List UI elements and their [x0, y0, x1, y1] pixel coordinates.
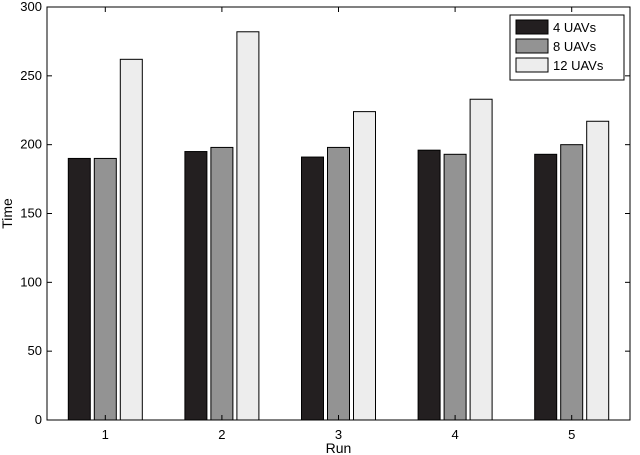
legend-swatch [515, 38, 549, 54]
y-tick-label: 150 [20, 206, 42, 221]
y-axis-label: Time [0, 198, 15, 229]
y-tick-label: 200 [20, 137, 42, 152]
x-tick-label: 1 [102, 427, 109, 442]
bar-run-4-series-1 [417, 149, 441, 421]
x-axis-label: Run [326, 440, 352, 455]
bar-run-4-series-3 [469, 98, 493, 421]
y-tick-label: 100 [20, 274, 42, 289]
bar-run-2-series-2 [210, 146, 234, 421]
bar-run-5-series-1 [534, 153, 558, 421]
bar-run-3-series-2 [327, 146, 350, 421]
y-tick-label: 50 [28, 343, 42, 358]
ticks-layer: 0 50 100 150 200 250 300 1 2 3 4 5 [20, 0, 630, 442]
y-tick-label: 300 [20, 0, 42, 14]
legend-label: 4 UAVs [553, 20, 597, 35]
legend-swatch [515, 19, 549, 35]
x-tick-label: 3 [335, 427, 342, 442]
x-tick-label: 5 [568, 427, 575, 442]
bar-run-2-series-1 [184, 151, 208, 421]
legend-label: 8 UAVs [553, 39, 597, 54]
legend-label: 12 UAVs [553, 58, 604, 73]
bars-layer [67, 31, 610, 421]
bar-run-4-series-2 [443, 153, 467, 421]
bar-run-3-series-1 [301, 156, 324, 421]
x-tick-label: 2 [218, 427, 225, 442]
x-tick-label: 4 [451, 427, 458, 442]
bar-run-2-series-3 [236, 31, 260, 421]
y-tick-label: 0 [35, 412, 42, 427]
legend-swatch [515, 57, 549, 73]
bar-run-5-series-3 [586, 120, 610, 421]
y-tick-label: 250 [20, 68, 42, 83]
bar-run-1-series-1 [67, 157, 91, 421]
legend: 4 UAVs 8 UAVs 12 UAVs [509, 14, 625, 81]
bar-run-5-series-2 [560, 144, 584, 421]
bar-run-1-series-3 [119, 58, 143, 421]
plot-area-frame [46, 6, 631, 421]
bar-run-3-series-3 [353, 111, 376, 421]
bar-run-1-series-2 [93, 157, 117, 421]
